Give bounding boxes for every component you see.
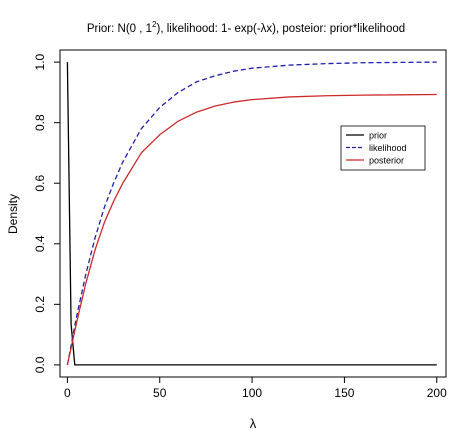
legend: prior likelihood posterior bbox=[340, 125, 426, 171]
y-tick-label: 0.8 bbox=[33, 114, 47, 131]
y-axis: 0.0 0.2 0.4 0.6 0.8 1.0 bbox=[33, 53, 60, 373]
series-line-posterior bbox=[66, 93, 437, 366]
series-layer bbox=[66, 61, 437, 366]
x-tick-label: 0 bbox=[64, 386, 71, 400]
y-tick-label: 0.4 bbox=[33, 235, 47, 252]
y-axis-label: Density bbox=[6, 194, 20, 234]
plot-frame bbox=[59, 49, 447, 378]
x-axis: 0 50 100 150 200 bbox=[64, 377, 447, 400]
y-tick-label: 1.0 bbox=[33, 53, 47, 70]
legend-label-prior: prior bbox=[369, 131, 387, 141]
x-tick-label: 200 bbox=[427, 386, 447, 400]
x-tick-label: 50 bbox=[153, 386, 167, 400]
x-axis-label: λ bbox=[250, 416, 257, 431]
x-tick-label: 100 bbox=[242, 386, 262, 400]
plot-box bbox=[59, 49, 447, 378]
legend-label-posterior: posterior bbox=[369, 156, 404, 166]
series-line-prior bbox=[66, 62, 437, 366]
legend-label-likelihood: likelihood bbox=[369, 143, 407, 153]
y-tick-label: 0.2 bbox=[33, 296, 47, 313]
y-tick-label: 0.6 bbox=[33, 175, 47, 192]
series-line-likelihood bbox=[66, 61, 437, 366]
y-tick-label: 0.0 bbox=[33, 356, 47, 373]
chart-title: Prior: N(0 , 12), likelihood: 1- exp(-λx… bbox=[87, 20, 405, 35]
x-tick-label: 150 bbox=[334, 386, 354, 400]
